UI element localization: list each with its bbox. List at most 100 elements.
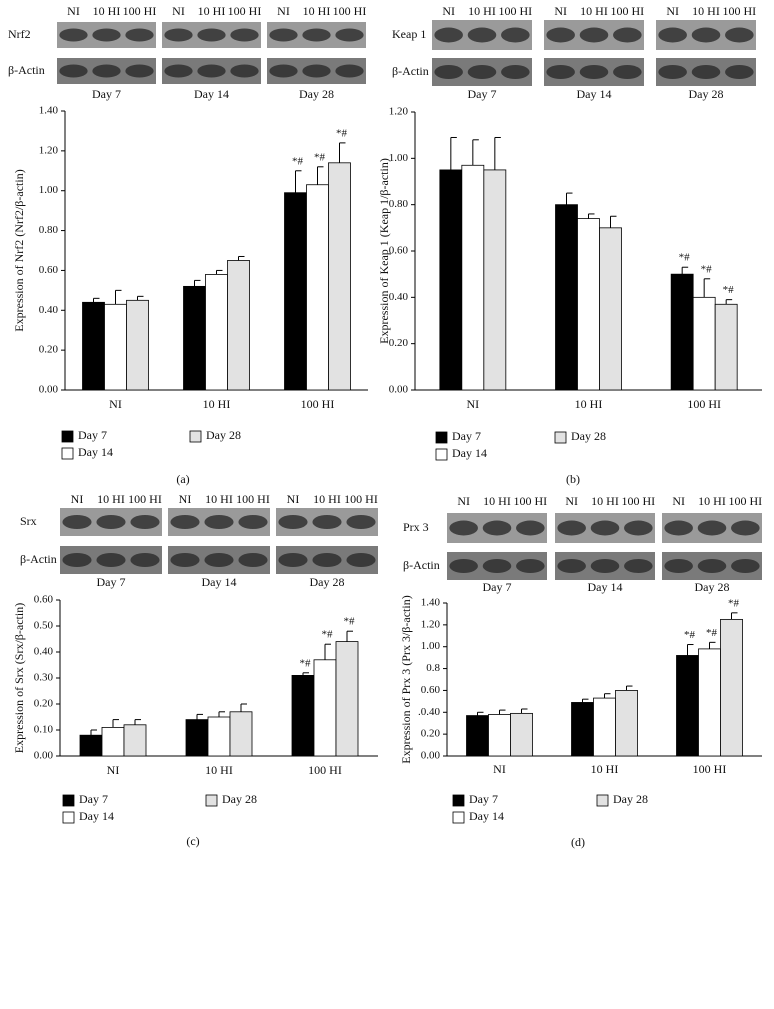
- lane-label: NI: [67, 4, 80, 18]
- bar: [126, 299, 149, 391]
- y-tick-label: 0.00: [39, 384, 59, 396]
- protein-label: Srx: [20, 514, 37, 528]
- blot-band: [346, 553, 376, 567]
- lane-label: NI: [457, 494, 470, 508]
- protein-label: β-Actin: [20, 552, 57, 566]
- legend-swatch: [205, 794, 218, 807]
- lane-label: NI: [277, 4, 290, 18]
- bar: [101, 727, 125, 757]
- protein-label: β-Actin: [403, 558, 440, 572]
- day-label: Day 14: [202, 575, 237, 589]
- significance-label: *#: [344, 616, 356, 628]
- blot-band: [697, 559, 727, 573]
- blot-band: [92, 64, 121, 78]
- bar: [291, 675, 315, 757]
- blot-band: [130, 515, 160, 529]
- bar: [123, 724, 147, 757]
- significance-label: *#: [679, 252, 691, 264]
- blot-band: [658, 65, 687, 79]
- blot-band: [230, 64, 259, 78]
- bar: [593, 697, 616, 757]
- legend-swatch: [596, 794, 609, 807]
- lane-label: NI: [287, 492, 300, 506]
- blot-band: [164, 64, 193, 78]
- blot-band: [170, 553, 200, 567]
- day-label: Day 7: [97, 575, 126, 589]
- bar: [510, 712, 533, 757]
- day-label: Day 28: [299, 87, 334, 101]
- blot-band: [170, 515, 200, 529]
- y-tick-label: 1.00: [389, 152, 409, 164]
- bar: [227, 260, 250, 391]
- blot-band: [516, 559, 545, 573]
- y-axis-label: Expression of Prx 3 (Prx 3/β-actin): [399, 595, 413, 763]
- lane-label: NI: [666, 4, 679, 18]
- x-tick-label: 10 HI: [575, 397, 603, 411]
- lane-label: NI: [565, 494, 578, 508]
- panel-label: (a): [176, 472, 189, 486]
- legend-label: Day 28: [222, 792, 257, 806]
- blot-band: [731, 559, 760, 573]
- blot-band: [590, 559, 620, 573]
- bar: [599, 227, 622, 391]
- bar: [698, 648, 721, 757]
- x-tick-label: 10 HI: [203, 397, 231, 411]
- lane-label: 100 HI: [236, 492, 270, 506]
- blot-band: [658, 27, 687, 43]
- bar: [79, 734, 103, 757]
- bar: [676, 655, 699, 757]
- bar: [670, 273, 694, 391]
- lane-label: 10 HI: [591, 494, 619, 508]
- day-label: Day 14: [194, 87, 229, 101]
- x-tick-label: 100 HI: [308, 763, 342, 777]
- blot-band: [557, 559, 586, 573]
- legend-swatch: [62, 794, 75, 807]
- y-tick-label: 0.40: [39, 304, 59, 316]
- lane-label: NI: [442, 4, 455, 18]
- x-tick-label: 10 HI: [205, 763, 233, 777]
- blot-band: [125, 64, 154, 78]
- y-axis-label: Expression of Keap 1 (Keap 1/β-actin): [377, 158, 391, 344]
- bar: [692, 296, 716, 391]
- blot-band: [482, 520, 512, 536]
- blot-band: [238, 553, 268, 567]
- lane-label: 100 HI: [728, 494, 762, 508]
- significance-label: *#: [723, 284, 735, 296]
- significance-label: *#: [336, 127, 348, 139]
- significance-label: *#: [292, 155, 304, 167]
- bar: [439, 169, 463, 391]
- lane-label: 10 HI: [468, 4, 496, 18]
- blot-band: [278, 553, 308, 567]
- y-axis-label: Expression of Nrf2 (Nrf2/β-actin): [12, 169, 26, 331]
- legend-swatch: [62, 811, 75, 824]
- blot-band: [204, 553, 234, 567]
- blot-band: [613, 27, 642, 43]
- blot-band: [96, 553, 126, 567]
- lane-label: 100 HI: [128, 492, 162, 506]
- lane-label: NI: [172, 4, 185, 18]
- bar: [720, 618, 743, 757]
- blot-band: [269, 28, 298, 42]
- legend-label: Day 14: [79, 809, 114, 823]
- blot-band: [238, 515, 268, 529]
- blot-band: [449, 520, 478, 536]
- blot-band: [664, 559, 693, 573]
- lane-label: 100 HI: [123, 4, 157, 18]
- blot-band: [467, 65, 497, 79]
- y-tick-label: 1.40: [421, 597, 441, 609]
- y-tick-label: 0.80: [389, 198, 409, 210]
- bar: [461, 164, 485, 391]
- blot-band: [346, 515, 376, 529]
- blot-band: [312, 515, 342, 529]
- lane-label: 10 HI: [205, 492, 233, 506]
- blot-band: [434, 65, 463, 79]
- legend-label: Day 7: [452, 429, 481, 443]
- y-tick-label: 0.00: [34, 750, 54, 762]
- bar: [205, 274, 228, 391]
- bar: [104, 303, 127, 391]
- blot-band: [96, 515, 126, 529]
- blot-band: [230, 28, 259, 42]
- blot-band: [335, 64, 364, 78]
- x-tick-label: NI: [493, 762, 506, 776]
